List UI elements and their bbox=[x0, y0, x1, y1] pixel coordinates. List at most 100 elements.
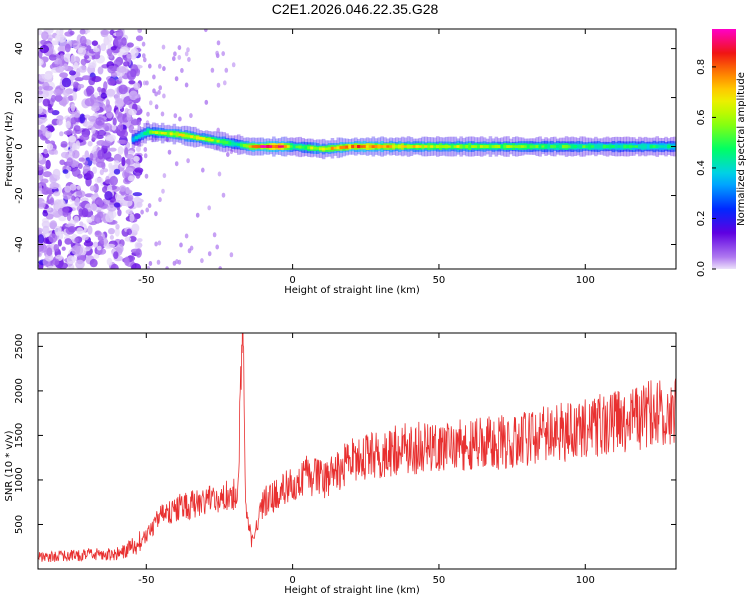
signal-band-cell bbox=[295, 145, 299, 149]
noise-speckle bbox=[100, 43, 107, 52]
colorbar-label: Normalized spectral amplitude bbox=[736, 72, 747, 226]
noise-speckle bbox=[118, 84, 128, 95]
noise-speckle bbox=[79, 35, 87, 46]
noise-speckle bbox=[204, 99, 209, 105]
signal-band-cell bbox=[503, 145, 507, 148]
noise-speckle bbox=[91, 133, 98, 141]
y-tick-label: 20 bbox=[14, 91, 25, 104]
signal-band-cell bbox=[146, 130, 150, 134]
noise-speckle bbox=[148, 261, 153, 266]
noise-speckle bbox=[55, 34, 61, 42]
signal-band-cell bbox=[345, 145, 349, 149]
signal-band-cell bbox=[438, 145, 443, 148]
signal-band-cell bbox=[219, 140, 223, 143]
noise-speckle bbox=[52, 168, 61, 179]
noise-speckle bbox=[113, 202, 121, 208]
snr-frame bbox=[37, 332, 677, 570]
noise-speckle bbox=[162, 66, 166, 72]
signal-band-cell bbox=[620, 145, 624, 149]
noise-speckle bbox=[157, 90, 161, 95]
signal-band-cell bbox=[468, 145, 472, 148]
noise-speckle bbox=[124, 236, 132, 242]
noise-speckle bbox=[89, 258, 98, 268]
noise-speckle bbox=[77, 163, 83, 169]
signal-band-cell bbox=[576, 145, 580, 148]
signal-band-cell bbox=[556, 145, 560, 148]
noise-speckle bbox=[143, 147, 148, 152]
noise-speckle bbox=[84, 114, 91, 119]
signal-band-cell bbox=[398, 145, 402, 149]
signal-band-cell bbox=[310, 146, 314, 150]
noise-speckle bbox=[135, 146, 141, 152]
noise-speckle bbox=[67, 95, 74, 102]
signal-band-cell bbox=[482, 145, 487, 149]
noise-speckle bbox=[72, 113, 82, 118]
signal-band-cell bbox=[465, 145, 469, 149]
signal-band-cell bbox=[400, 145, 405, 148]
noise-speckle bbox=[215, 244, 219, 250]
signal-band-cell bbox=[635, 145, 639, 148]
noise-speckle bbox=[128, 236, 137, 242]
heatmap-frame bbox=[37, 28, 677, 270]
noise-speckle bbox=[50, 94, 56, 103]
signal-band-cell bbox=[289, 145, 294, 148]
noise-speckle bbox=[100, 92, 107, 99]
signal-band-cell bbox=[597, 145, 601, 149]
noise-speckle bbox=[140, 209, 144, 215]
noise-speckle bbox=[133, 82, 141, 91]
signal-band-cell bbox=[523, 145, 528, 148]
signal-band-cell bbox=[424, 145, 428, 148]
noise-speckle bbox=[80, 58, 87, 66]
noise-speckle bbox=[54, 203, 61, 210]
signal-band-cell bbox=[412, 145, 417, 148]
signal-band-cell bbox=[324, 147, 329, 150]
x-tick-label: 0 bbox=[289, 575, 295, 586]
signal-band-cell bbox=[591, 145, 595, 148]
noise-speckle bbox=[174, 161, 179, 167]
noise-speckle bbox=[126, 42, 134, 48]
heatmap-cells bbox=[38, 29, 676, 269]
noise-speckle bbox=[204, 29, 208, 33]
noise-speckle bbox=[123, 61, 130, 67]
noise-speckle bbox=[129, 90, 138, 101]
noise-speckle bbox=[117, 99, 124, 110]
signal-band-cell bbox=[646, 145, 651, 149]
noise-speckle bbox=[64, 43, 71, 53]
signal-band-cell bbox=[655, 145, 659, 148]
noise-speckle bbox=[184, 51, 189, 57]
signal-band-cell bbox=[497, 145, 501, 148]
noise-speckle bbox=[47, 127, 55, 132]
noise-speckle bbox=[51, 110, 60, 116]
noise-speckle bbox=[92, 166, 97, 174]
noise-speckle bbox=[41, 31, 49, 41]
noise-speckle bbox=[165, 266, 169, 269]
noise-speckle bbox=[97, 66, 104, 75]
signal-band-cell bbox=[594, 145, 598, 149]
signal-band-cell bbox=[623, 145, 627, 148]
noise-speckle bbox=[124, 256, 130, 266]
signal-band-cell bbox=[207, 138, 212, 142]
noise-speckle bbox=[125, 167, 134, 173]
signal-band-cell bbox=[550, 145, 554, 149]
noise-speckle bbox=[118, 129, 128, 139]
signal-band-cell bbox=[389, 145, 393, 149]
noise-speckle bbox=[45, 139, 50, 144]
signal-band-cell bbox=[541, 145, 545, 148]
signal-band-cell bbox=[239, 143, 244, 147]
noise-speckle bbox=[201, 167, 205, 173]
noise-speckle bbox=[162, 93, 166, 99]
signal-band-cell bbox=[403, 145, 408, 148]
signal-band-cell bbox=[462, 145, 466, 149]
signal-band-cell bbox=[661, 145, 665, 148]
noise-speckle bbox=[38, 183, 43, 191]
noise-speckle bbox=[179, 242, 183, 248]
signal-band-cell bbox=[321, 147, 326, 151]
signal-band-cell bbox=[245, 144, 250, 148]
noise-speckle bbox=[73, 62, 79, 69]
noise-speckle bbox=[117, 209, 122, 217]
noise-speckle bbox=[73, 215, 80, 223]
signal-band-cell bbox=[599, 145, 604, 148]
noise-speckle bbox=[143, 153, 148, 159]
noise-speckle bbox=[121, 156, 126, 167]
noise-speckle bbox=[210, 67, 215, 73]
